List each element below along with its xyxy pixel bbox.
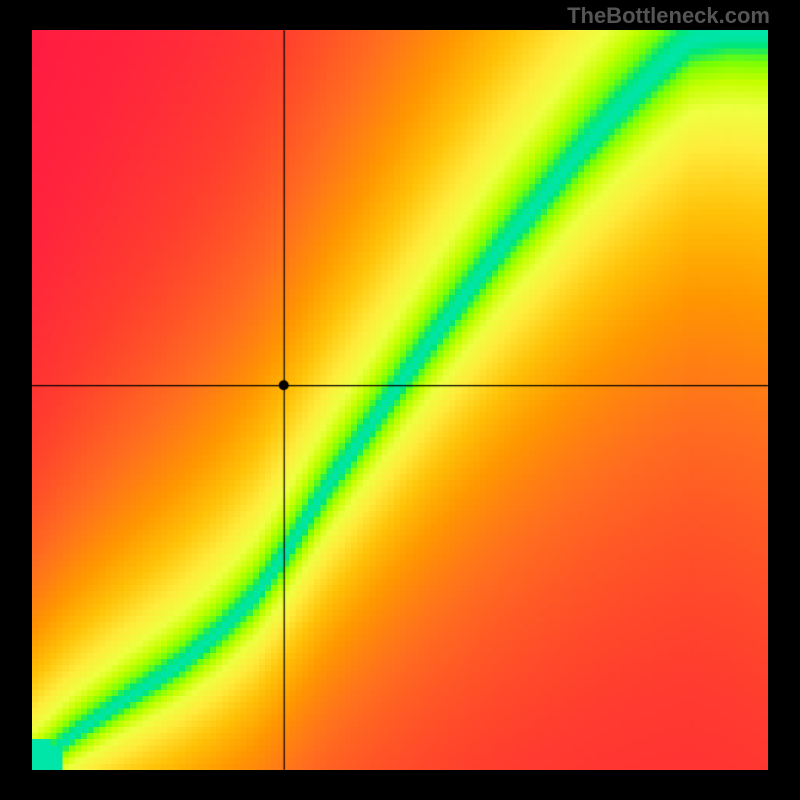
crosshair-overlay: [0, 0, 800, 800]
watermark-text: TheBottleneck.com: [567, 3, 770, 29]
chart-container: TheBottleneck.com: [0, 0, 800, 800]
